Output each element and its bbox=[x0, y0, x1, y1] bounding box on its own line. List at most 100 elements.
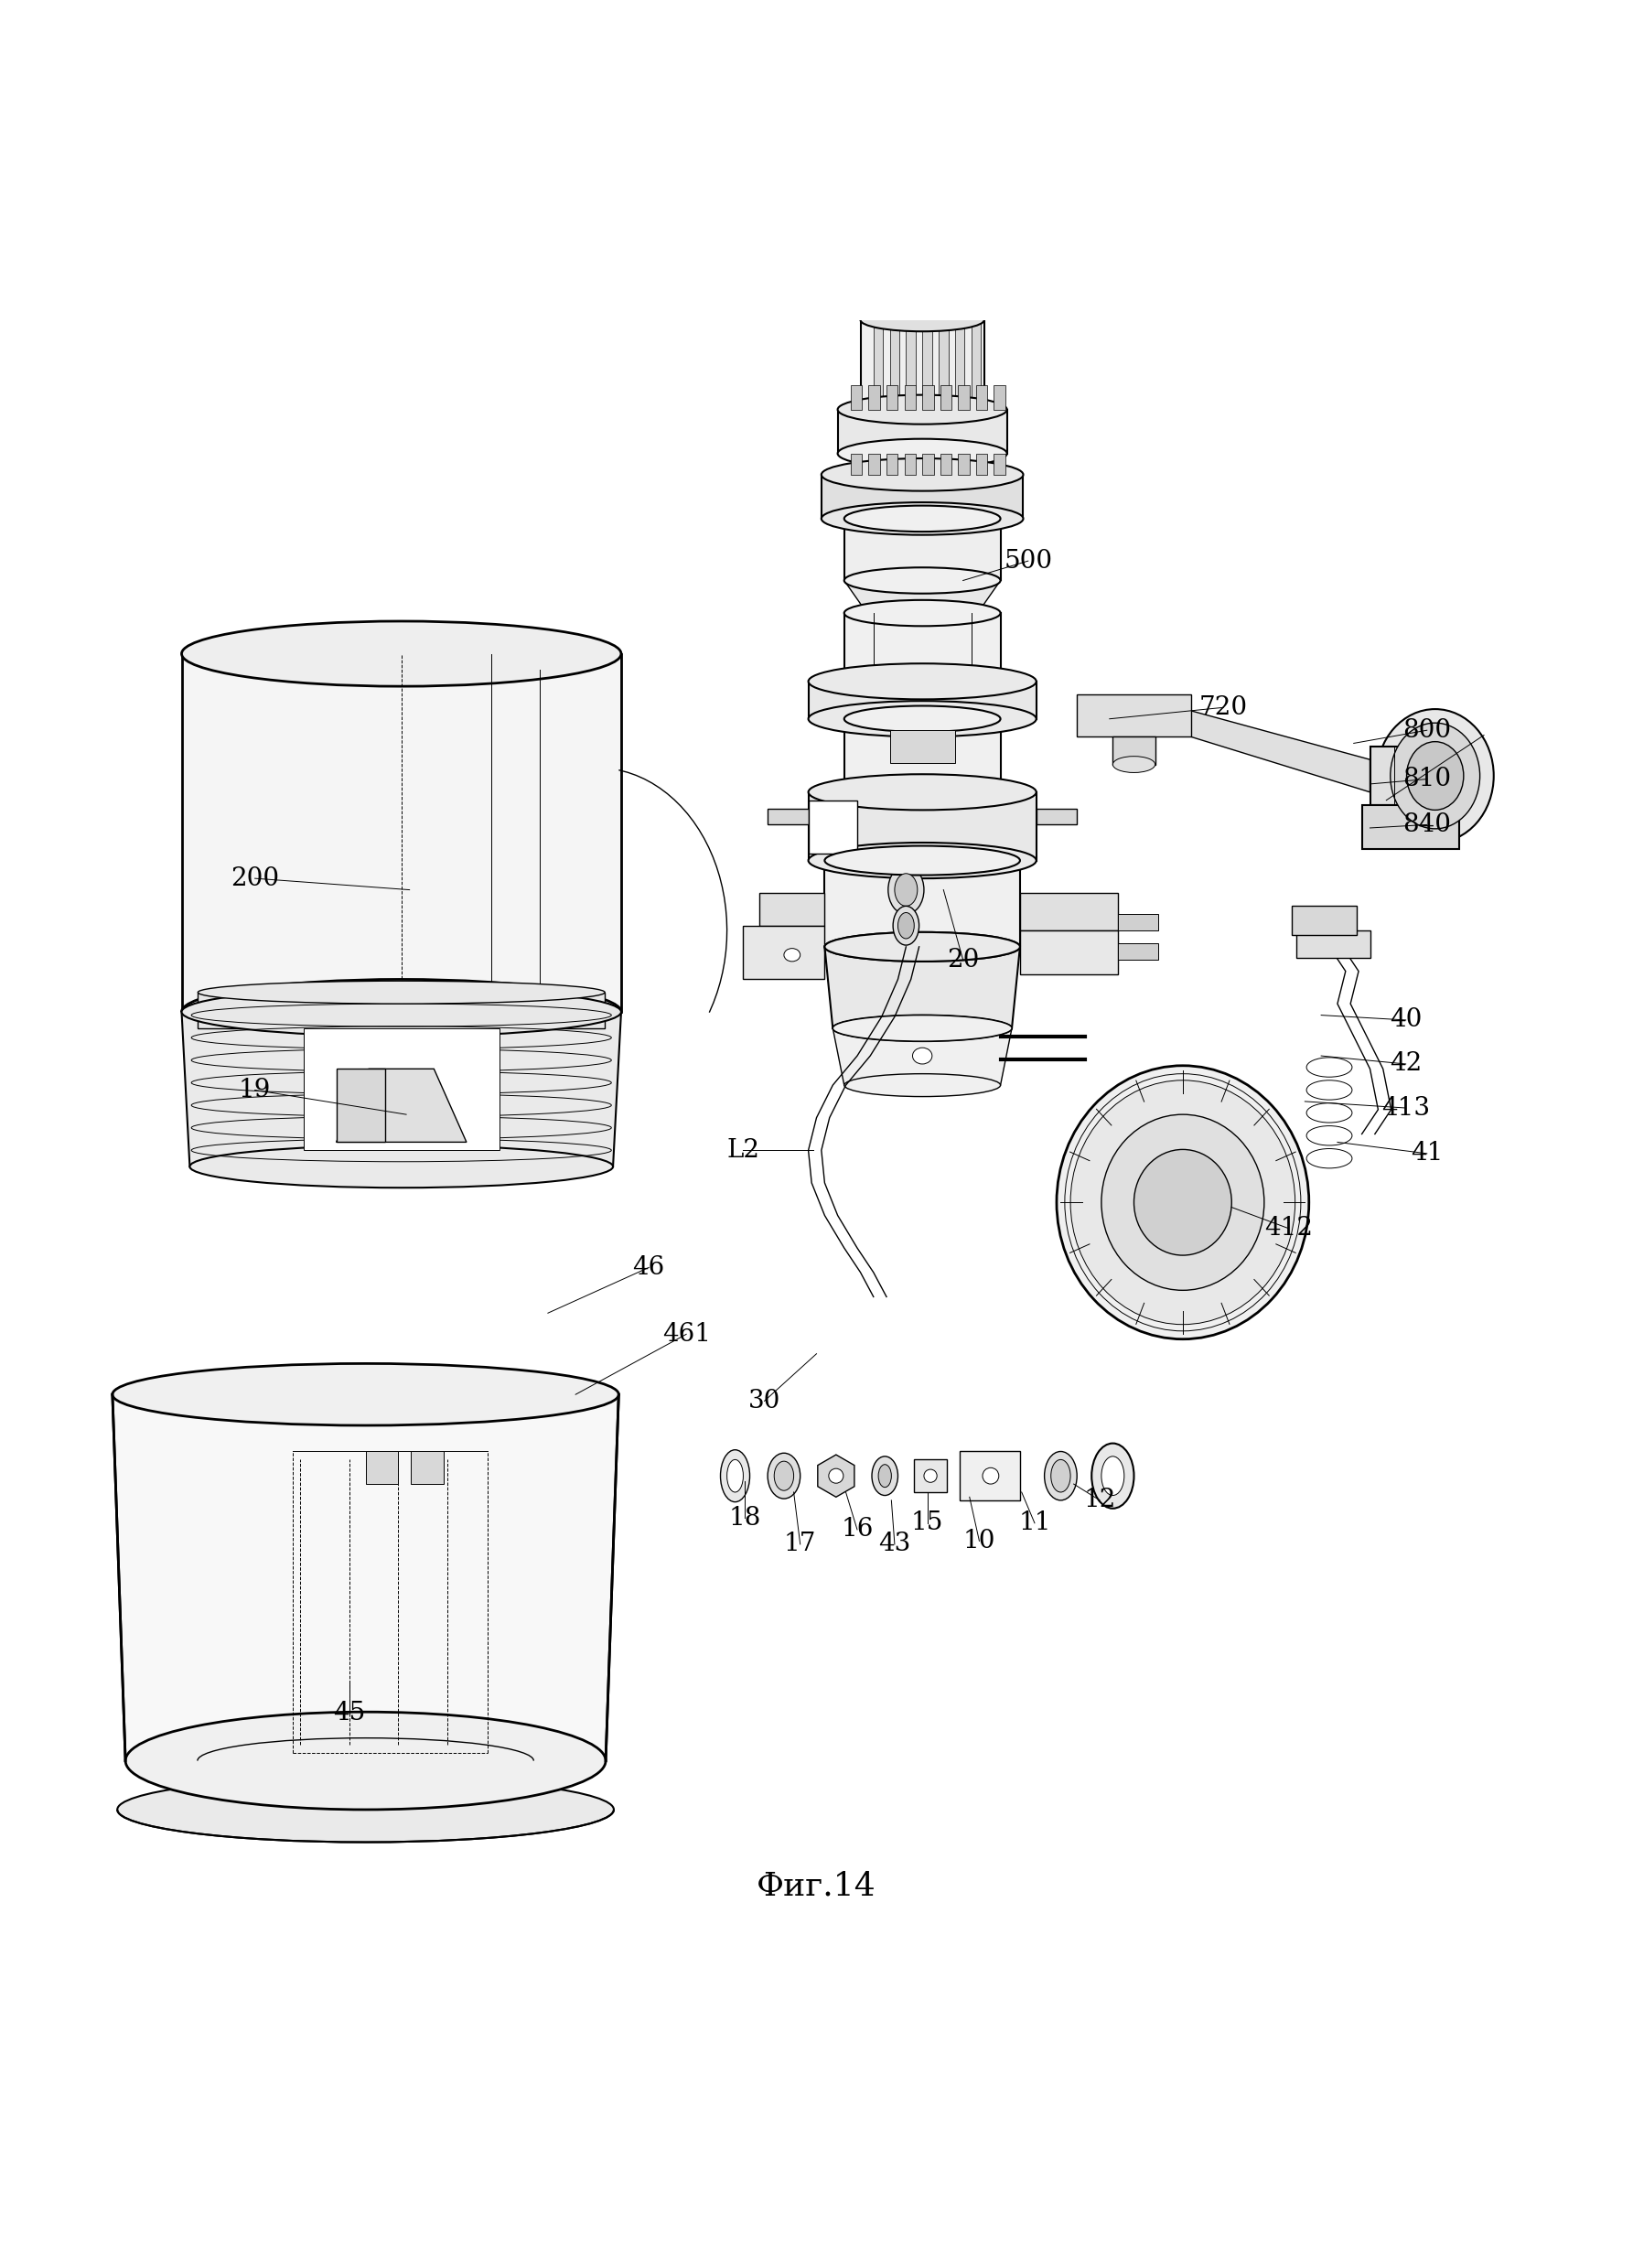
Ellipse shape bbox=[808, 665, 1037, 699]
Ellipse shape bbox=[181, 987, 621, 1036]
Ellipse shape bbox=[1057, 1066, 1310, 1338]
Polygon shape bbox=[1117, 914, 1158, 930]
Ellipse shape bbox=[838, 395, 1008, 424]
Polygon shape bbox=[887, 386, 898, 411]
Ellipse shape bbox=[833, 1016, 1012, 1041]
Text: 720: 720 bbox=[1199, 694, 1248, 719]
Polygon shape bbox=[1078, 694, 1190, 737]
Ellipse shape bbox=[893, 907, 919, 946]
Polygon shape bbox=[844, 581, 1001, 612]
Text: 800: 800 bbox=[1403, 719, 1452, 742]
Text: 18: 18 bbox=[728, 1506, 761, 1531]
Text: 413: 413 bbox=[1382, 1095, 1431, 1120]
Ellipse shape bbox=[1101, 1456, 1124, 1495]
Polygon shape bbox=[941, 386, 952, 411]
Ellipse shape bbox=[867, 603, 978, 624]
Polygon shape bbox=[869, 454, 880, 474]
Text: 200: 200 bbox=[230, 866, 279, 891]
Ellipse shape bbox=[825, 932, 1021, 962]
Text: 15: 15 bbox=[911, 1510, 944, 1535]
Ellipse shape bbox=[833, 1016, 1012, 1041]
Polygon shape bbox=[869, 386, 880, 411]
Ellipse shape bbox=[1091, 1442, 1133, 1508]
Ellipse shape bbox=[844, 1073, 1001, 1095]
Text: 41: 41 bbox=[1411, 1141, 1444, 1166]
Polygon shape bbox=[851, 454, 862, 474]
Ellipse shape bbox=[821, 501, 1024, 535]
Ellipse shape bbox=[784, 948, 800, 962]
Polygon shape bbox=[181, 1012, 621, 1166]
Polygon shape bbox=[825, 860, 1021, 946]
Ellipse shape bbox=[1052, 1461, 1071, 1492]
Polygon shape bbox=[336, 1068, 467, 1143]
Polygon shape bbox=[1370, 746, 1452, 805]
Ellipse shape bbox=[888, 866, 924, 914]
Ellipse shape bbox=[113, 1363, 619, 1424]
Polygon shape bbox=[768, 807, 808, 826]
Ellipse shape bbox=[1112, 755, 1155, 773]
Text: 45: 45 bbox=[333, 1701, 366, 1726]
Polygon shape bbox=[818, 1454, 854, 1497]
Ellipse shape bbox=[825, 932, 1021, 962]
Ellipse shape bbox=[1377, 710, 1494, 844]
Ellipse shape bbox=[774, 1461, 794, 1490]
Polygon shape bbox=[923, 386, 934, 411]
Polygon shape bbox=[1117, 943, 1158, 959]
Polygon shape bbox=[304, 1027, 500, 1150]
Ellipse shape bbox=[808, 844, 1037, 878]
Polygon shape bbox=[923, 454, 934, 474]
Ellipse shape bbox=[189, 1145, 612, 1188]
Ellipse shape bbox=[727, 1461, 743, 1492]
Ellipse shape bbox=[1133, 1150, 1231, 1254]
Text: 840: 840 bbox=[1403, 812, 1452, 837]
Polygon shape bbox=[1112, 737, 1155, 764]
Text: L2: L2 bbox=[727, 1139, 759, 1163]
Polygon shape bbox=[941, 454, 952, 474]
Polygon shape bbox=[366, 1452, 398, 1483]
Polygon shape bbox=[861, 320, 985, 411]
Ellipse shape bbox=[913, 1048, 932, 1064]
Polygon shape bbox=[113, 1395, 619, 1760]
Ellipse shape bbox=[924, 1470, 937, 1483]
Ellipse shape bbox=[821, 458, 1024, 490]
Polygon shape bbox=[905, 386, 916, 411]
Ellipse shape bbox=[808, 773, 1037, 810]
Ellipse shape bbox=[1390, 723, 1479, 828]
Polygon shape bbox=[759, 894, 825, 925]
Ellipse shape bbox=[844, 506, 1001, 531]
Text: 20: 20 bbox=[947, 948, 980, 973]
Text: 46: 46 bbox=[632, 1254, 665, 1279]
Ellipse shape bbox=[808, 701, 1037, 737]
Polygon shape bbox=[808, 792, 1037, 860]
Ellipse shape bbox=[844, 669, 1001, 694]
Polygon shape bbox=[743, 925, 825, 980]
Polygon shape bbox=[844, 612, 1001, 680]
Ellipse shape bbox=[1406, 742, 1463, 810]
Ellipse shape bbox=[898, 912, 914, 939]
Ellipse shape bbox=[181, 621, 621, 687]
Text: 10: 10 bbox=[963, 1529, 996, 1554]
Polygon shape bbox=[906, 320, 916, 411]
Ellipse shape bbox=[198, 982, 604, 1005]
Text: 30: 30 bbox=[748, 1388, 781, 1413]
Polygon shape bbox=[844, 519, 1001, 581]
Text: 11: 11 bbox=[1019, 1510, 1052, 1535]
Polygon shape bbox=[955, 320, 965, 411]
Polygon shape bbox=[939, 320, 949, 411]
Polygon shape bbox=[808, 801, 857, 855]
Polygon shape bbox=[905, 454, 916, 474]
Polygon shape bbox=[960, 1452, 1021, 1501]
Polygon shape bbox=[994, 454, 1006, 474]
Ellipse shape bbox=[828, 1470, 843, 1483]
Polygon shape bbox=[972, 320, 981, 411]
Text: 16: 16 bbox=[841, 1517, 874, 1542]
Polygon shape bbox=[1292, 907, 1357, 934]
Text: 43: 43 bbox=[879, 1531, 911, 1556]
Text: 19: 19 bbox=[238, 1077, 271, 1102]
Text: 12: 12 bbox=[1084, 1488, 1115, 1513]
Polygon shape bbox=[887, 454, 898, 474]
Polygon shape bbox=[821, 474, 1024, 519]
Ellipse shape bbox=[983, 1467, 999, 1483]
Polygon shape bbox=[1021, 894, 1117, 930]
Polygon shape bbox=[977, 454, 988, 474]
